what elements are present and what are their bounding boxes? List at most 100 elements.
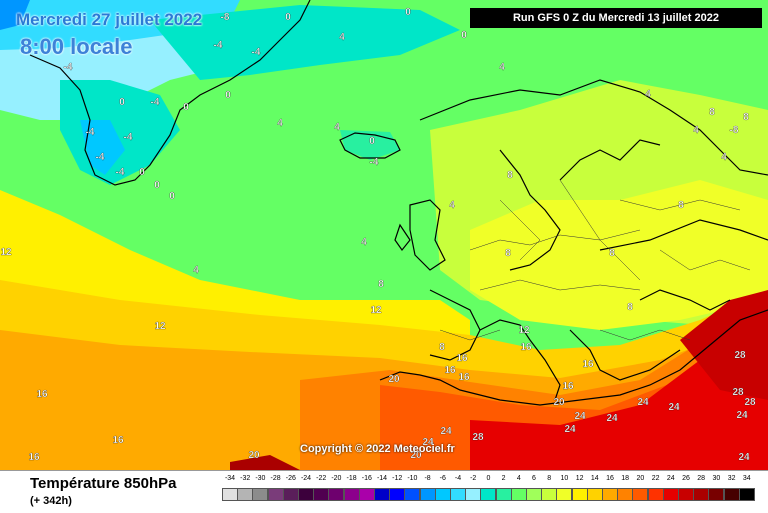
legend-value: 34 [742, 475, 751, 482]
isotherm-label: 8 [507, 170, 513, 181]
isotherm-label: 20 [388, 374, 400, 385]
legend-swatch [313, 488, 330, 501]
isotherm-label: 24 [606, 413, 618, 424]
legend-value: -4 [454, 475, 462, 482]
legend-swatch [678, 488, 694, 501]
legend-value: -18 [346, 475, 357, 482]
legend-swatch [632, 488, 649, 501]
isotherm-label: 16 [456, 353, 468, 364]
legend-value: -22 [316, 475, 327, 482]
isotherm-label: 24 [668, 402, 680, 413]
forecast-date: Mercredi 27 juillet 2022 [16, 10, 203, 29]
field-teal [150, 5, 460, 80]
lead-time: (+ 342h) [30, 495, 72, 507]
legend-value: -34 [224, 475, 236, 482]
legend-swatch [450, 488, 466, 501]
legend-swatch [267, 488, 284, 501]
isotherm-label: -4 [370, 157, 379, 168]
legend-value: 4 [516, 475, 521, 482]
legend-value: -26 [285, 475, 296, 482]
legend-value: 26 [682, 475, 690, 482]
legend-swatch [662, 488, 679, 501]
isotherm-label: 8 [505, 248, 511, 259]
isotherm-label: 28 [744, 397, 756, 408]
isotherm-label: 4 [339, 32, 345, 43]
isotherm-label: 24 [736, 410, 748, 421]
legend-value: 8 [547, 475, 552, 482]
isotherm-label: 12 [370, 305, 382, 316]
legend-value: -14 [376, 475, 388, 482]
isotherm-label: 16 [520, 342, 532, 353]
isotherm-label: 4 [721, 152, 727, 163]
isotherm-label: 24 [738, 452, 750, 463]
legend-swatch [602, 488, 618, 501]
legend-swatch [374, 488, 390, 501]
isotherm-label: 12 [154, 321, 166, 332]
legend-value: 28 [697, 475, 706, 482]
legend-value: -8 [424, 475, 431, 482]
isotherm-label: 24 [574, 411, 586, 422]
legend-swatch [510, 488, 527, 501]
isotherm-label: 0 [285, 12, 291, 23]
legend-value: -30 [255, 475, 266, 482]
legend-value: 20 [636, 475, 645, 482]
isotherm-label: 0 [225, 90, 231, 101]
legend-swatch [693, 488, 710, 501]
isotherm-label: 16 [562, 381, 574, 392]
isotherm-label: 8 [439, 342, 445, 353]
isotherm-label: -8 [221, 12, 230, 23]
legend-value: -24 [300, 475, 312, 482]
field-darkest-south [230, 455, 300, 470]
isotherm-label: 28 [732, 387, 744, 398]
legend-swatch [526, 488, 542, 501]
legend-value: 12 [575, 475, 584, 482]
isotherm-label: 12 [0, 247, 12, 258]
legend-swatch [328, 488, 345, 501]
isotherm-label: 4 [499, 62, 505, 73]
isotherm-label: -4 [252, 47, 261, 58]
legend-value: 0 [486, 475, 491, 482]
field-cyan-north [0, 0, 240, 60]
isotherm-label: 16 [458, 372, 470, 383]
isotherm-label: 4 [193, 265, 199, 276]
isotherm-label: 20 [553, 397, 565, 408]
legend-swatch [419, 488, 436, 501]
legend-value: 6 [532, 475, 536, 482]
isotherm-label: -4 [116, 167, 125, 178]
isotherm-label: 8 [378, 279, 384, 290]
legend-swatch [465, 488, 482, 501]
isotherm-label: 24 [422, 437, 434, 448]
legend-swatch [282, 488, 299, 501]
isotherm-label: 8 [627, 302, 633, 313]
legend-value: -28 [270, 475, 281, 482]
legend-swatch [708, 488, 725, 501]
legend-swatch [237, 488, 254, 501]
forecast-time: 8:00 locale [20, 34, 133, 59]
field-blue-greenland [80, 120, 125, 175]
isotherm-label: -4 [96, 152, 105, 163]
isotherm-label: 0 [461, 30, 467, 41]
isotherm-label: 24 [440, 426, 452, 437]
legend-swatch [343, 488, 360, 501]
isotherm-label: 8 [709, 107, 715, 118]
isotherm-label: 24 [564, 424, 576, 435]
isotherm-label: 4 [361, 237, 367, 248]
legend-value: 22 [651, 475, 660, 482]
legend-swatch [252, 488, 269, 501]
legend-value: 2 [501, 475, 506, 482]
legend-value: 18 [621, 475, 630, 482]
isotherm-label: -4 [86, 127, 95, 138]
legend-swatch [480, 488, 497, 501]
legend-swatch [723, 488, 740, 501]
legend-value: -2 [470, 475, 477, 482]
legend-swatch [617, 488, 634, 501]
legend-swatch [571, 488, 588, 501]
temperature-map: -8 0 -4 -4 4 0 0 4 -4 0 -4 0 0 -4 -4 -4 -4 0 0 0 4 4 0 -4 4 8 8 -8 4… [0, 0, 768, 470]
legend-value: -20 [331, 475, 342, 482]
isotherm-label: 8 [743, 112, 749, 123]
isotherm-label: 16 [444, 365, 456, 376]
legend-value: 32 [727, 475, 736, 482]
isotherm-label: 0 [154, 180, 160, 191]
legend-swatch [389, 488, 406, 501]
